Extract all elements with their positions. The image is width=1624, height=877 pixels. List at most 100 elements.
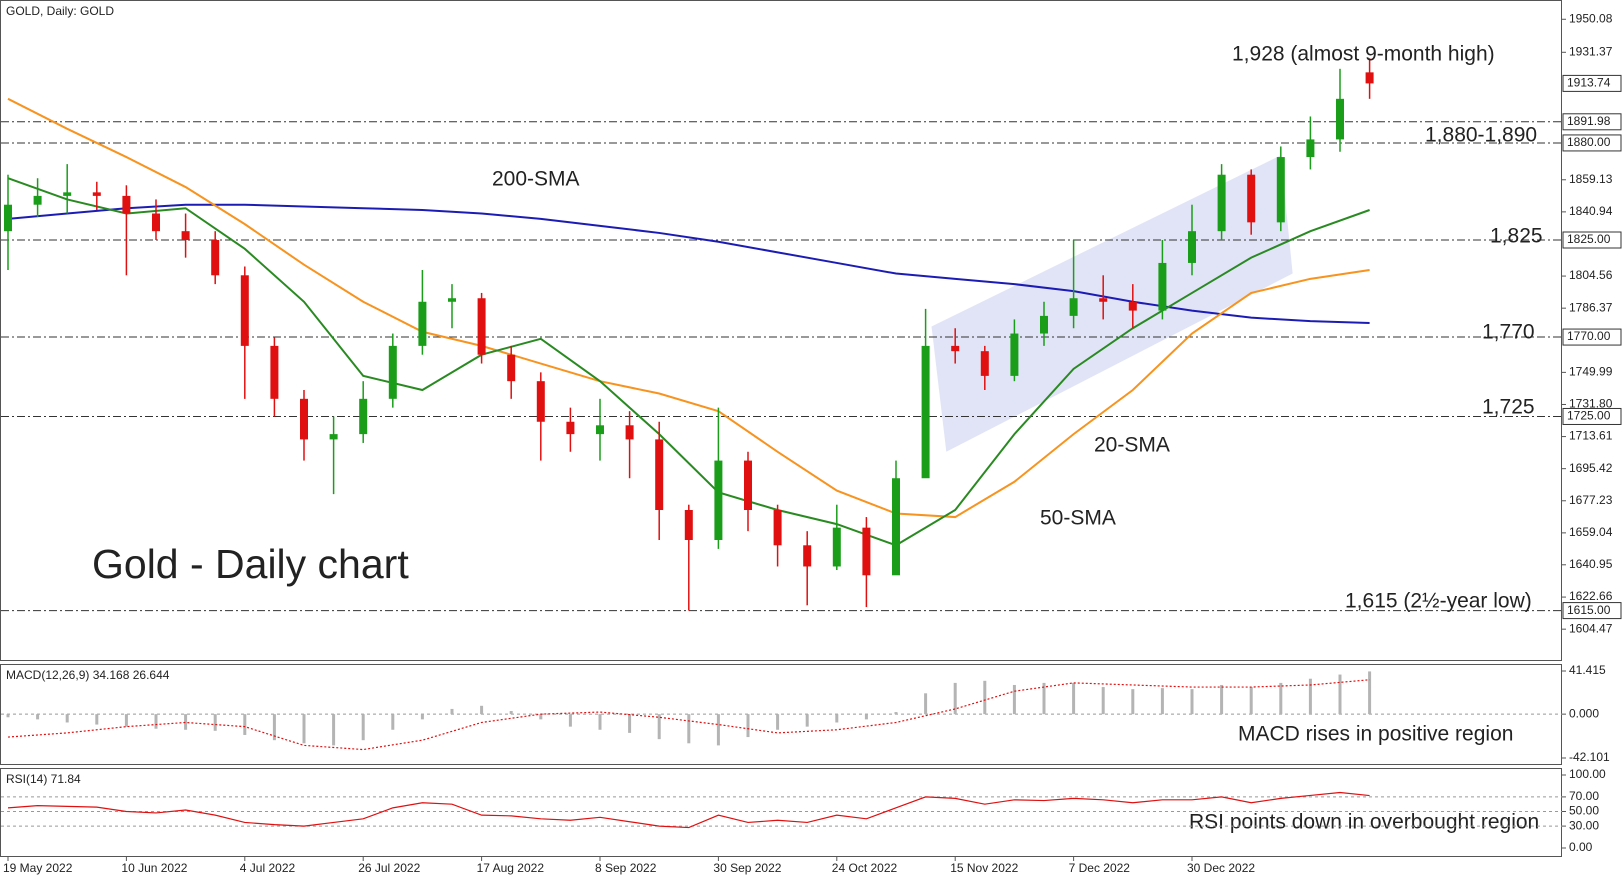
candle-body	[832, 527, 841, 567]
sma-line	[7, 203, 1370, 324]
macd-bar	[184, 714, 188, 730]
candle-body	[448, 298, 456, 302]
level-label: 1825.00	[1567, 232, 1611, 246]
candle-body	[1069, 298, 1078, 316]
y-tick-label: 0.000	[1569, 706, 1599, 720]
macd-bar	[1160, 688, 1164, 715]
macd-bar	[450, 708, 454, 715]
macd-bar	[1308, 678, 1312, 715]
macd-bar	[687, 714, 691, 744]
level-label-box	[1562, 602, 1622, 620]
candle-body	[1217, 174, 1226, 232]
macd-bar	[746, 714, 750, 738]
sma-label: 200-SMA	[492, 168, 580, 191]
macd-bar	[420, 714, 424, 720]
candle-body	[773, 510, 782, 546]
macd-bar	[1101, 687, 1105, 715]
y-tick-label: 1695.42	[1569, 461, 1613, 475]
candle-body	[329, 434, 338, 440]
x-tick-label: 15 Nov 2022	[950, 861, 1018, 875]
candle-body	[4, 204, 12, 232]
level-label-box	[1562, 328, 1622, 346]
macd-bar	[983, 680, 987, 715]
macd-bar	[598, 714, 602, 730]
annotation: 1,770	[1482, 321, 1535, 344]
candle-body	[921, 345, 930, 479]
chart-header: GOLD, Daily: GOLD	[6, 4, 114, 18]
y-tick-label: 100.00	[1569, 767, 1606, 781]
candle-body	[1010, 333, 1019, 376]
candle-body	[300, 398, 308, 440]
candle-body	[270, 345, 279, 399]
y-tick-label: 1950.08	[1569, 11, 1613, 25]
candle-body	[240, 275, 249, 346]
candle-body	[862, 527, 871, 576]
y-tick-label: 1713.61	[1569, 429, 1613, 443]
candle-body	[684, 510, 693, 540]
macd-bar	[302, 714, 306, 744]
macd-bar	[124, 714, 128, 727]
macd-bar	[776, 714, 780, 730]
candle-body	[803, 545, 812, 567]
y-tick-label: 1786.37	[1569, 300, 1613, 314]
candle-body	[1365, 72, 1374, 84]
macd-bar	[864, 714, 868, 720]
level-label-box	[1562, 134, 1622, 152]
x-tick-label: 4 Jul 2022	[240, 861, 296, 875]
sma-line	[7, 97, 1370, 519]
y-tick-label: 70.00	[1569, 789, 1599, 803]
y-tick-label: 1731.80	[1569, 397, 1613, 411]
macd-bar	[628, 714, 632, 733]
chart-title: Gold - Daily chart	[92, 541, 409, 587]
candle-body	[1247, 174, 1256, 223]
sma-label: 50-SMA	[1040, 507, 1116, 530]
macd-bar	[1190, 689, 1194, 715]
y-tick-label: 1604.47	[1569, 621, 1613, 635]
macd-bar	[1338, 674, 1342, 715]
macd-bar	[657, 714, 661, 740]
candle-body	[980, 351, 989, 376]
y-tick-label: 41.415	[1569, 663, 1606, 677]
macd-bar	[1042, 682, 1046, 715]
level-label-box	[1562, 74, 1622, 92]
macd-bar	[272, 714, 276, 741]
macd-bar	[95, 714, 99, 725]
y-tick-label: 1622.66	[1569, 589, 1613, 603]
annotation: 1,615 (2½-year low)	[1345, 590, 1532, 613]
y-tick-label: -42.101	[1569, 750, 1610, 764]
macd-bar	[1220, 684, 1224, 715]
rsi-label: RSI(14) 71.84	[6, 772, 81, 786]
y-tick-label: 50.00	[1569, 804, 1599, 818]
rsi-note: RSI points down in overbought region	[1189, 811, 1539, 834]
main-panel-frame	[0, 0, 1562, 661]
macd-bar	[894, 712, 898, 715]
y-tick-label: 1640.95	[1569, 557, 1613, 571]
annotation: 1,928 (almost 9-month high)	[1232, 43, 1495, 66]
macd-bar	[924, 693, 928, 715]
trend-channel	[931, 155, 1293, 452]
candle-body	[1306, 139, 1315, 158]
y-tick-label: 1931.37	[1569, 44, 1613, 58]
macd-bar	[568, 714, 572, 727]
level-label: 1725.00	[1567, 409, 1611, 423]
candle-body	[566, 421, 575, 435]
level-label: 1615.00	[1567, 603, 1611, 617]
x-tick-label: 7 Dec 2022	[1069, 861, 1131, 875]
candle-body	[507, 354, 516, 382]
macd-bar	[539, 714, 543, 720]
candle-body	[655, 439, 664, 510]
annotation: 1,725	[1482, 396, 1535, 419]
sma-label: 20-SMA	[1094, 434, 1170, 457]
macd-bar	[1368, 671, 1372, 715]
annotation: 1,880-1,890	[1425, 124, 1537, 147]
x-tick-label: 30 Dec 2022	[1187, 861, 1255, 875]
macd-bar	[1131, 689, 1135, 715]
macd-label: MACD(12,26,9) 34.168 26.644	[6, 668, 170, 682]
macd-bar	[1072, 682, 1076, 715]
macd-signal	[7, 679, 1370, 751]
y-tick-label: 1659.04	[1569, 525, 1613, 539]
candle-body	[211, 240, 220, 276]
level-label: 1891.98	[1567, 114, 1611, 128]
macd-bar	[480, 705, 484, 715]
